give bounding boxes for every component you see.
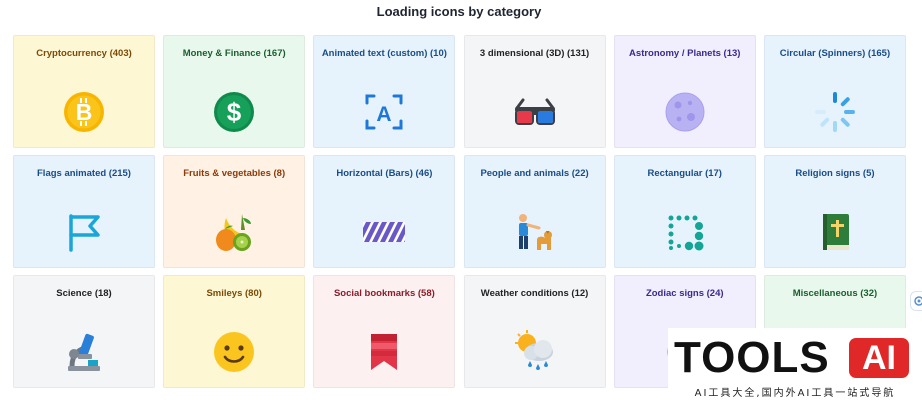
category-card-label: Flags animated (215) <box>37 168 131 179</box>
moon-planet-icon <box>663 90 707 134</box>
category-card[interactable]: Money & Finance (167) $ <box>163 35 306 148</box>
category-card-label: Zodiac signs (24) <box>645 288 724 299</box>
category-card[interactable]: Weather conditions (12) <box>463 275 606 388</box>
bookmark-icon <box>362 330 406 374</box>
category-card-label: Money & Finance (167) <box>182 48 286 59</box>
side-widget-icon[interactable] <box>910 291 922 311</box>
category-card-label: People and animals (22) <box>480 168 589 179</box>
fruits-icon <box>212 210 256 254</box>
category-card-label: Rectangular (17) <box>647 168 722 179</box>
bible-icon <box>813 210 857 254</box>
person-dog-icon <box>513 210 557 254</box>
category-card[interactable]: Horizontal (Bars) (46) <box>313 155 456 268</box>
category-card-label: Religion signs (5) <box>795 168 875 179</box>
category-card-label: Animated text (custom) (10) <box>321 48 447 59</box>
text-scan-icon: A <box>362 90 406 134</box>
category-card-label: Cryptocurrency (403) <box>36 48 132 59</box>
category-card[interactable]: 3 dimensional (3D) (131) <box>463 35 606 148</box>
category-card[interactable]: Social bookmarks (58) <box>313 275 456 388</box>
category-card[interactable]: Circular (Spinners) (165) <box>763 35 906 148</box>
striped-bar-icon <box>362 210 406 254</box>
category-card[interactable]: People and animals (22) <box>463 155 606 268</box>
category-card-label: 3 dimensional (3D) (131) <box>479 48 590 59</box>
category-card-label: Horizontal (Bars) (46) <box>336 168 433 179</box>
watermark: TOOLS AI AI工具大全,国内外AI工具一站式导航 <box>668 328 922 403</box>
category-card[interactable]: Rectangular (17) <box>613 155 756 268</box>
category-card-label: Smileys (80) <box>206 288 262 299</box>
3d-glasses-icon <box>513 90 557 134</box>
watermark-badge: AI <box>849 338 909 378</box>
category-card[interactable]: Fruits & vegetables (8) <box>163 155 306 268</box>
smiley-icon <box>212 330 256 374</box>
flag-icon <box>62 210 106 254</box>
svg-text:B: B <box>76 99 93 125</box>
svg-text:$: $ <box>227 97 242 127</box>
category-card[interactable]: Religion signs (5) <box>763 155 906 268</box>
page-title: Loading icons by category <box>376 4 542 19</box>
category-card[interactable]: Animated text (custom) (10) A <box>313 35 456 148</box>
svg-text:A: A <box>377 103 392 126</box>
category-card[interactable]: Astronomy / Planets (13) <box>613 35 756 148</box>
spinner-icon <box>813 90 857 134</box>
weather-cloud-icon <box>513 330 557 374</box>
watermark-subtitle: AI工具大全,国内外AI工具一站式导航 <box>694 388 896 399</box>
category-card[interactable]: Smileys (80) <box>163 275 306 388</box>
dollar-coin-icon: $ <box>212 90 256 134</box>
microscope-icon <box>62 330 106 374</box>
category-card-label: Miscellaneous (32) <box>792 288 878 299</box>
category-card-label: Weather conditions (12) <box>480 288 589 299</box>
category-card-label: Social bookmarks (58) <box>333 288 435 299</box>
bitcoin-coin-icon: B <box>62 90 106 134</box>
dot-square-icon <box>663 210 707 254</box>
category-card[interactable]: Cryptocurrency (403) B <box>13 35 155 148</box>
category-card-label: Fruits & vegetables (8) <box>183 168 286 179</box>
category-card[interactable]: Flags animated (215) <box>13 155 155 268</box>
watermark-word: TOOLS <box>674 333 830 382</box>
category-card-label: Astronomy / Planets (13) <box>629 48 741 59</box>
category-card-label: Circular (Spinners) (165) <box>779 48 891 59</box>
category-card-label: Science (18) <box>56 288 112 299</box>
category-card[interactable]: Science (18) <box>13 275 155 388</box>
